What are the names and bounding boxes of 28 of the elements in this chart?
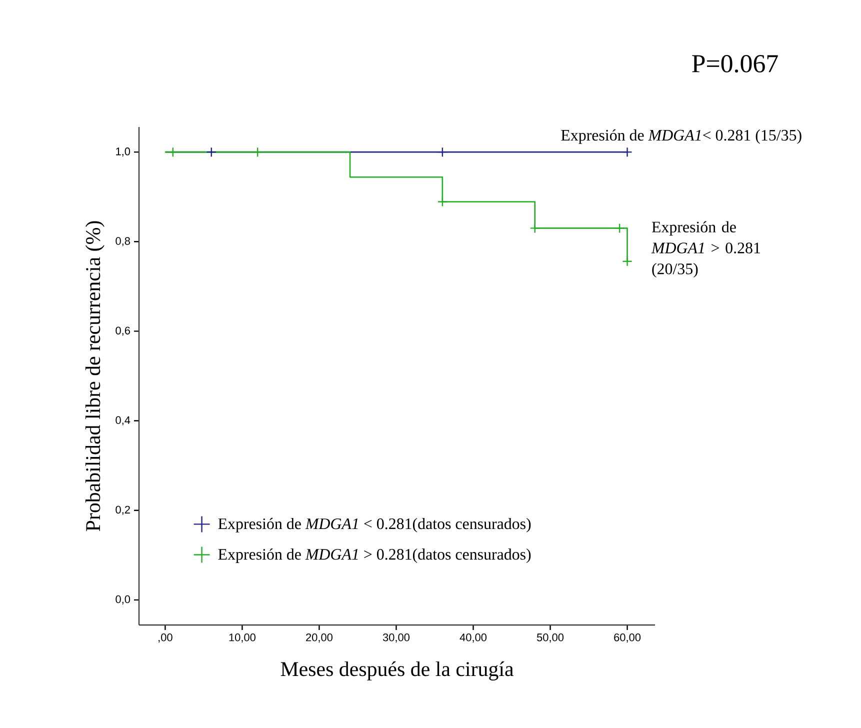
text: P=0.067 bbox=[692, 54, 778, 73]
x-tick-label: 40,00 bbox=[460, 634, 487, 643]
y-tick-label: 0,6 bbox=[116, 326, 130, 336]
series-label: Expresión de MDGA1< 0.281 (15/35) bbox=[561, 129, 802, 144]
x-axis-title: Meses después de la cirugía bbox=[280, 661, 514, 680]
point bbox=[437, 196, 448, 207]
y-tick-label: 0,4 bbox=[116, 416, 130, 426]
point bbox=[622, 146, 632, 158]
point bbox=[437, 146, 448, 158]
legend-label: Expresión de MDGA1 > 0.281(datos censurados) bbox=[218, 548, 531, 563]
x-tick-label: 50,00 bbox=[536, 634, 564, 643]
x-tick-label: 10,00 bbox=[229, 634, 256, 643]
x-tick-label: 30,00 bbox=[382, 634, 410, 643]
x-tick-label: 20,00 bbox=[306, 634, 332, 643]
point bbox=[206, 146, 216, 158]
point bbox=[530, 223, 540, 234]
x-tick-label: 60,00 bbox=[614, 634, 641, 643]
legend-label: Expresión de MDGA1 < 0.281(datos censurados) bbox=[218, 518, 531, 532]
y-axis-title: Probabilidad libre de recurrencia (%) bbox=[85, 221, 104, 532]
series-label: Expresión de MDGA1 > 0.281 (20/35) bbox=[651, 221, 760, 278]
x-tick-label: ,00 bbox=[158, 634, 172, 643]
y-tick-label: 0,2 bbox=[116, 506, 130, 515]
y-tick-label: 0,8 bbox=[116, 237, 130, 246]
y-tick-label: 1,0 bbox=[116, 148, 130, 157]
point bbox=[252, 146, 263, 158]
point bbox=[614, 223, 625, 234]
point bbox=[622, 256, 632, 266]
y-tick-label: 0,0 bbox=[116, 595, 130, 604]
